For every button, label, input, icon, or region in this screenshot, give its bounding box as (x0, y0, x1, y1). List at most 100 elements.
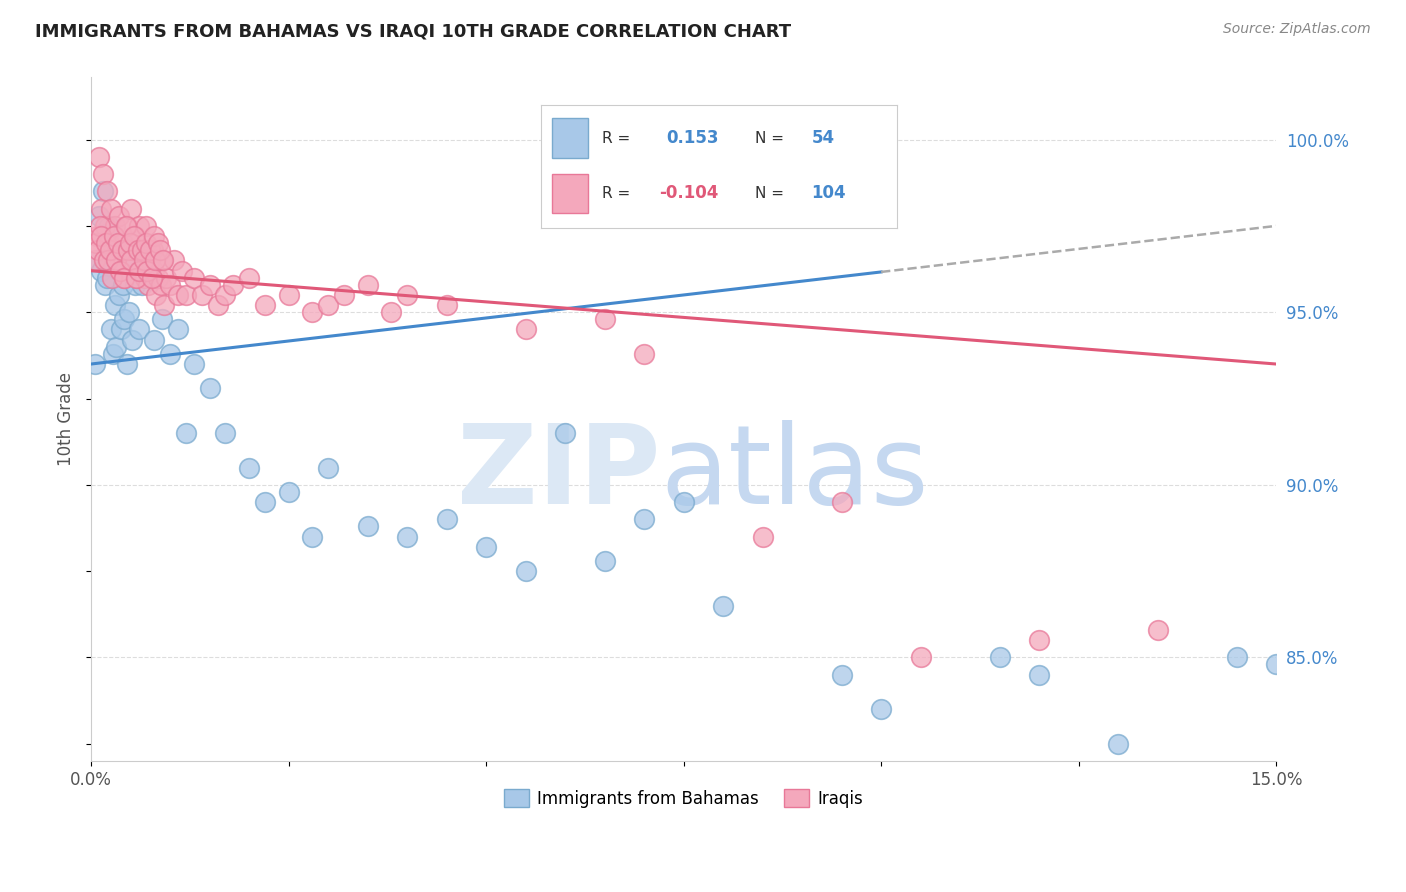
Point (84, 253, 107, 268)
Point (120, 253, 142, 268)
Point (711, 599, 734, 613)
Text: atlas: atlas (659, 420, 928, 527)
Point (1028, 667, 1050, 681)
Point (110, 322, 132, 336)
Point (143, 264, 166, 278)
Point (111, 236, 134, 251)
Point (87, 209, 110, 223)
Point (593, 554, 616, 568)
Point (128, 322, 150, 336)
Point (97, 236, 120, 251)
Point (198, 381, 221, 395)
Point (128, 264, 150, 278)
Point (105, 340, 128, 354)
Point (90, 229, 112, 244)
Point (107, 236, 129, 251)
Point (356, 277, 378, 292)
Point (131, 277, 153, 292)
Point (152, 253, 174, 268)
Point (1226, 650, 1249, 665)
Point (554, 426, 576, 441)
Point (380, 305, 402, 319)
Point (633, 346, 655, 360)
Point (141, 270, 163, 285)
Point (111, 243, 134, 257)
Point (112, 270, 135, 285)
Point (214, 288, 236, 302)
Point (238, 460, 260, 475)
Point (90, 202, 112, 216)
Point (870, 702, 893, 716)
Point (277, 288, 299, 302)
Point (253, 495, 276, 509)
Point (134, 270, 156, 285)
Point (831, 667, 853, 681)
Point (163, 253, 186, 268)
Point (125, 270, 148, 285)
Point (122, 229, 145, 244)
Point (150, 312, 173, 326)
Point (831, 495, 853, 509)
Point (121, 243, 143, 257)
Point (183, 270, 205, 285)
Point (149, 277, 172, 292)
Point (436, 298, 458, 312)
Point (97, 253, 120, 268)
Point (143, 333, 166, 347)
Point (253, 298, 276, 312)
Point (207, 298, 229, 312)
Point (167, 322, 190, 336)
Point (86, 229, 108, 244)
Point (96, 270, 118, 285)
Point (97, 219, 120, 233)
Point (159, 277, 181, 292)
Point (96, 185, 118, 199)
Point (98, 243, 121, 257)
Point (1146, 623, 1168, 637)
Point (148, 270, 170, 285)
Point (316, 460, 339, 475)
Y-axis label: 10th Grade: 10th Grade (58, 372, 75, 467)
Point (121, 333, 143, 347)
Point (174, 426, 197, 441)
Point (118, 305, 141, 319)
Point (104, 253, 127, 268)
Point (316, 298, 339, 312)
Point (129, 264, 152, 278)
Point (136, 277, 159, 292)
Point (112, 270, 135, 285)
Text: ZIP: ZIP (457, 420, 659, 527)
Text: Source: ZipAtlas.com: Source: ZipAtlas.com (1223, 22, 1371, 37)
Point (104, 298, 127, 312)
Point (138, 243, 160, 257)
Point (751, 530, 773, 544)
Point (87, 150, 110, 164)
Point (89, 219, 111, 233)
Point (155, 270, 177, 285)
Point (101, 270, 124, 285)
Point (90, 264, 112, 278)
Point (131, 243, 153, 257)
Point (118, 253, 141, 268)
Point (132, 253, 155, 268)
Point (142, 243, 165, 257)
Point (146, 236, 169, 251)
Point (301, 530, 323, 544)
Point (112, 312, 135, 326)
Point (167, 288, 190, 302)
Point (150, 253, 173, 268)
Point (139, 253, 162, 268)
Point (214, 426, 236, 441)
Point (1265, 657, 1288, 672)
Point (142, 229, 165, 244)
Point (515, 322, 537, 336)
Point (104, 219, 127, 233)
Point (115, 219, 138, 233)
Point (159, 346, 181, 360)
Point (86, 253, 108, 268)
Point (170, 264, 193, 278)
Point (117, 243, 139, 257)
Point (136, 264, 159, 278)
Point (135, 243, 157, 257)
Point (174, 288, 197, 302)
